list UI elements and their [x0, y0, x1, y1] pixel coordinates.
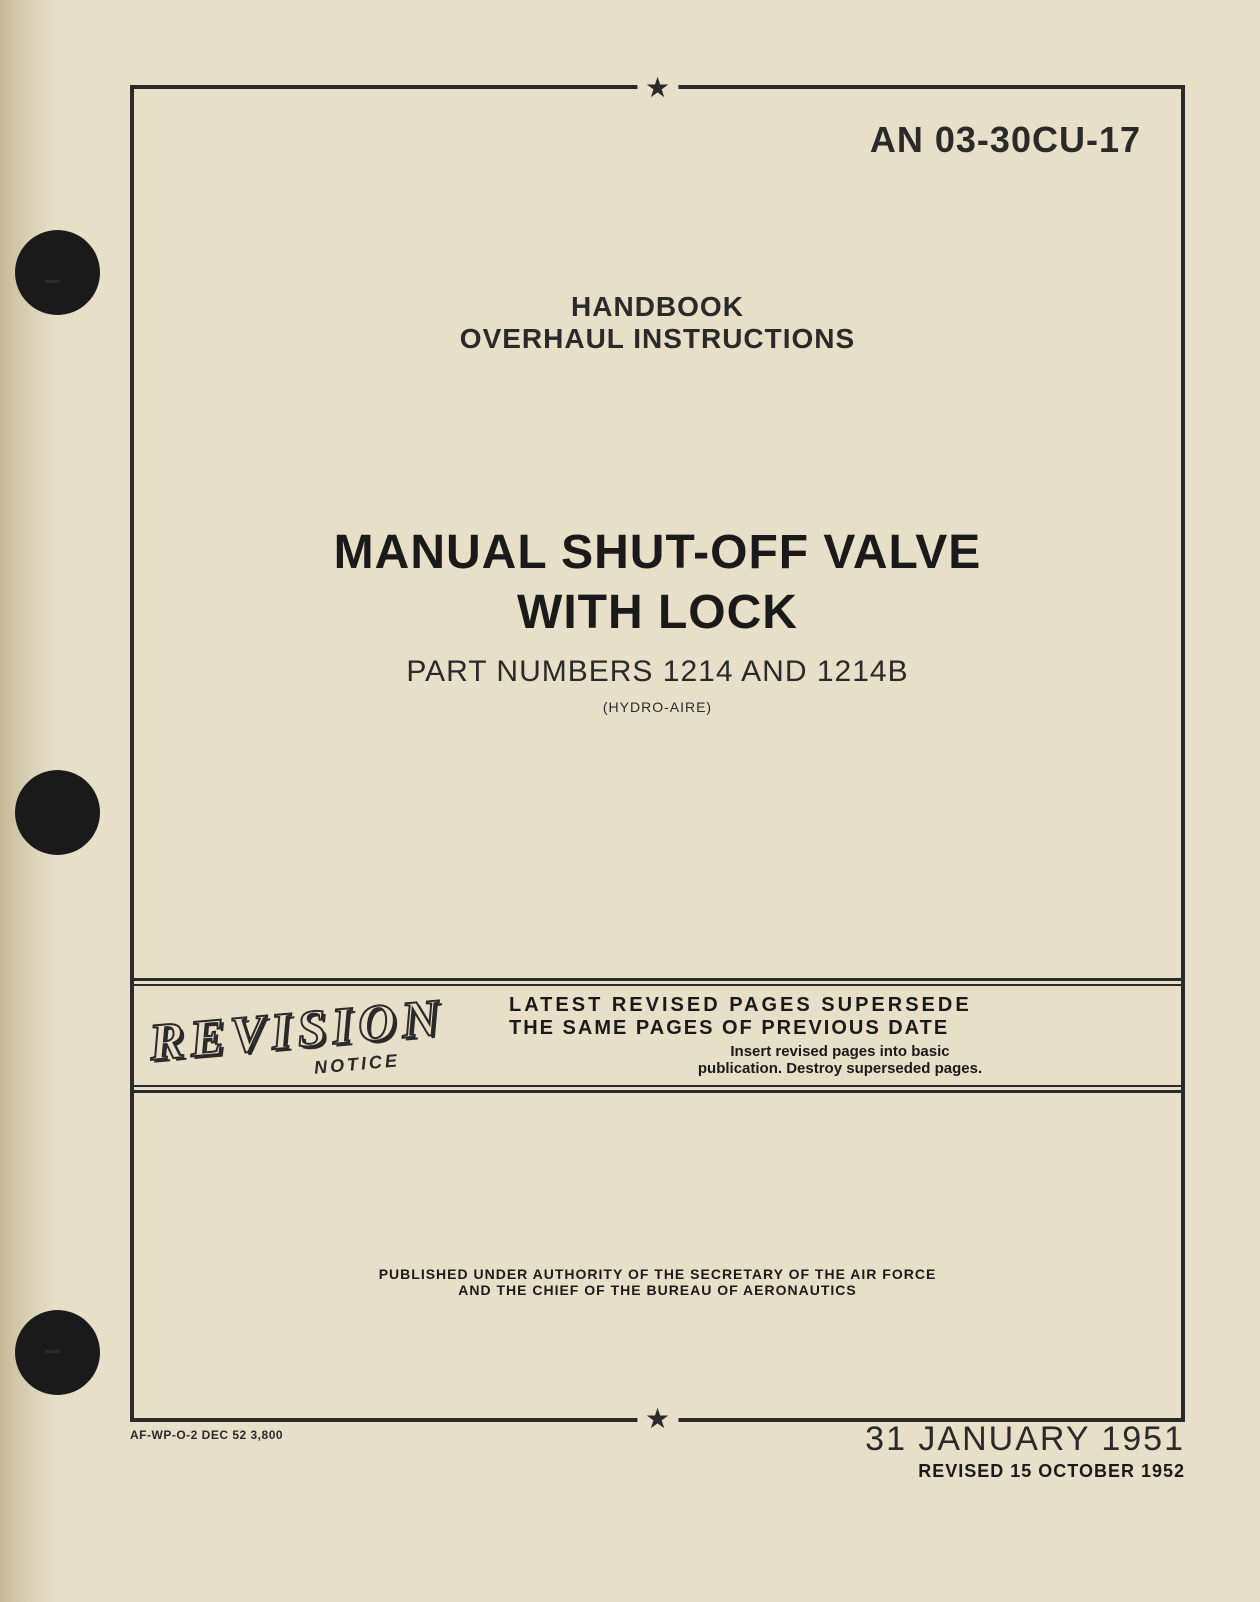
handbook-label: HANDBOOK: [164, 291, 1151, 323]
publication-date: 31 JANUARY 1951: [865, 1420, 1185, 1459]
part-numbers: PART NUMBERS 1214 AND 1214B: [164, 655, 1151, 689]
revision-word: REVISION: [147, 988, 448, 1073]
punch-hole: [15, 770, 100, 855]
revision-date: REVISED 15 OCTOBER 1952: [865, 1461, 1185, 1482]
revision-notice-block: REVISION NOTICE LATEST REVISED PAGES SUP…: [134, 978, 1181, 1093]
revision-graphic: REVISION NOTICE: [144, 996, 494, 1076]
rule-line: [134, 978, 1181, 981]
title-line-1: MANUAL SHUT-OFF VALVE: [164, 525, 1151, 580]
authority-line-2: AND THE CHIEF OF THE BUREAU OF AERONAUTI…: [134, 1282, 1181, 1298]
punch-hole: [15, 230, 100, 315]
title-line-2: WITH LOCK: [164, 585, 1151, 640]
print-code: AF-WP-O-2 DEC 52 3,800: [130, 1428, 283, 1442]
overhaul-label: OVERHAUL INSTRUCTIONS: [164, 323, 1151, 355]
rule-line: [134, 1085, 1181, 1087]
authority-line-1: PUBLISHED UNDER AUTHORITY OF THE SECRETA…: [134, 1266, 1181, 1282]
rule-line: [134, 1090, 1181, 1093]
authority-statement: PUBLISHED UNDER AUTHORITY OF THE SECRETA…: [134, 1266, 1181, 1298]
revision-content: REVISION NOTICE LATEST REVISED PAGES SUP…: [134, 989, 1181, 1082]
star-ornament-bottom: ★: [637, 1402, 678, 1436]
revision-supersede-line2: THE SAME PAGES OF PREVIOUS DATE: [509, 1017, 1171, 1040]
revision-supersede-line1: LATEST REVISED PAGES SUPERSEDE: [509, 994, 1171, 1017]
content-frame: ★ ★ AN 03-30CU-17 HANDBOOK OVERHAUL INST…: [130, 85, 1185, 1422]
revision-instruction-line1: Insert revised pages into basic: [509, 1043, 1171, 1060]
margin-mark: [45, 1350, 60, 1353]
main-title: MANUAL SHUT-OFF VALVE WITH LOCK PART NUM…: [164, 525, 1151, 715]
star-ornament-top: ★: [637, 71, 678, 105]
rule-line: [134, 984, 1181, 986]
manufacturer: (HYDRO-AIRE): [164, 699, 1151, 715]
date-block: 31 JANUARY 1951 REVISED 15 OCTOBER 1952: [865, 1420, 1185, 1482]
revision-info: LATEST REVISED PAGES SUPERSEDE THE SAME …: [494, 994, 1171, 1077]
document-number: AN 03-30CU-17: [164, 119, 1141, 161]
document-page: ★ ★ AN 03-30CU-17 HANDBOOK OVERHAUL INST…: [0, 0, 1260, 1602]
revision-instruction-line2: publication. Destroy superseded pages.: [509, 1060, 1171, 1077]
handbook-heading: HANDBOOK OVERHAUL INSTRUCTIONS: [164, 291, 1151, 355]
margin-mark: [45, 280, 60, 283]
